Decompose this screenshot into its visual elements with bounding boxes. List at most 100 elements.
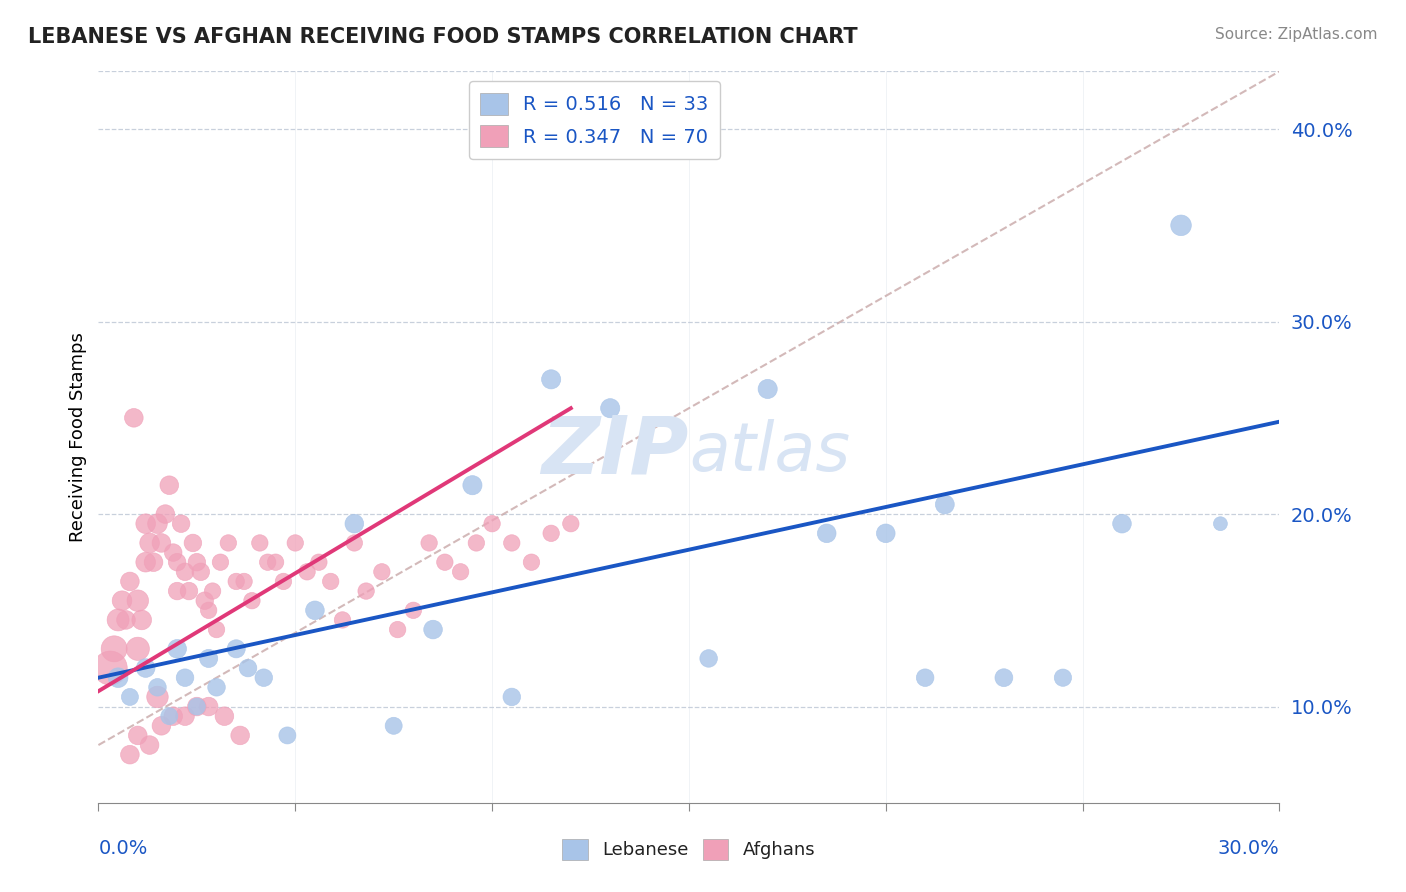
Point	[174, 709, 197, 723]
Point	[150, 536, 173, 550]
Point	[371, 565, 394, 579]
Point	[186, 555, 208, 569]
Point	[107, 671, 129, 685]
Point	[115, 613, 138, 627]
Point	[118, 690, 141, 704]
Point	[103, 641, 125, 656]
Point	[138, 738, 160, 752]
Point	[98, 661, 121, 675]
Point	[118, 574, 141, 589]
Point	[875, 526, 897, 541]
Point	[229, 728, 252, 742]
Point	[127, 728, 149, 742]
Point	[214, 709, 236, 723]
Point	[122, 410, 145, 425]
Point	[273, 574, 295, 589]
Point	[1052, 671, 1074, 685]
Point	[304, 603, 326, 617]
Point	[387, 623, 409, 637]
Point	[146, 690, 169, 704]
Point	[166, 584, 188, 599]
Point	[284, 536, 307, 550]
Point	[170, 516, 193, 531]
Text: 30.0%: 30.0%	[1218, 839, 1279, 858]
Legend: Lebanese, Afghans: Lebanese, Afghans	[555, 831, 823, 867]
Point	[1209, 516, 1232, 531]
Point	[264, 555, 287, 569]
Point	[157, 478, 180, 492]
Point	[201, 584, 224, 599]
Point	[177, 584, 200, 599]
Point	[174, 565, 197, 579]
Point	[815, 526, 838, 541]
Point	[934, 498, 956, 512]
Point	[560, 516, 582, 531]
Point	[107, 613, 129, 627]
Point	[225, 641, 247, 656]
Text: LEBANESE VS AFGHAN RECEIVING FOOD STAMPS CORRELATION CHART: LEBANESE VS AFGHAN RECEIVING FOOD STAMPS…	[28, 27, 858, 46]
Point	[697, 651, 720, 665]
Point	[233, 574, 256, 589]
Point	[111, 593, 134, 607]
Point	[402, 603, 425, 617]
Point	[146, 681, 169, 695]
Text: 0.0%: 0.0%	[98, 839, 148, 858]
Point	[162, 545, 184, 559]
Point	[197, 603, 219, 617]
Point	[343, 516, 366, 531]
Text: ZIP: ZIP	[541, 413, 689, 491]
Point	[501, 536, 523, 550]
Point	[236, 661, 259, 675]
Point	[540, 372, 562, 386]
Point	[181, 536, 204, 550]
Text: Source: ZipAtlas.com: Source: ZipAtlas.com	[1215, 27, 1378, 42]
Point	[190, 565, 212, 579]
Point	[540, 526, 562, 541]
Point	[501, 690, 523, 704]
Point	[914, 671, 936, 685]
Point	[240, 593, 263, 607]
Point	[993, 671, 1015, 685]
Y-axis label: Receiving Food Stamps: Receiving Food Stamps	[69, 332, 87, 542]
Point	[186, 699, 208, 714]
Point	[319, 574, 342, 589]
Point	[166, 555, 188, 569]
Point	[205, 623, 228, 637]
Point	[599, 401, 621, 416]
Point	[127, 641, 149, 656]
Point	[157, 709, 180, 723]
Point	[166, 641, 188, 656]
Point	[253, 671, 276, 685]
Text: atlas: atlas	[689, 418, 851, 484]
Point	[756, 382, 779, 396]
Point	[422, 623, 444, 637]
Point	[138, 536, 160, 550]
Point	[276, 728, 298, 742]
Point	[135, 661, 157, 675]
Point	[382, 719, 405, 733]
Point	[249, 536, 271, 550]
Point	[135, 516, 157, 531]
Point	[461, 478, 484, 492]
Point	[135, 555, 157, 569]
Point	[343, 536, 366, 550]
Point	[162, 709, 184, 723]
Point	[205, 681, 228, 695]
Point	[465, 536, 488, 550]
Point	[481, 516, 503, 531]
Point	[150, 719, 173, 733]
Point	[118, 747, 141, 762]
Point	[433, 555, 456, 569]
Point	[197, 699, 219, 714]
Point	[418, 536, 440, 550]
Point	[197, 651, 219, 665]
Point	[142, 555, 165, 569]
Point	[174, 671, 197, 685]
Point	[332, 613, 354, 627]
Point	[1111, 516, 1133, 531]
Point	[209, 555, 232, 569]
Point	[194, 593, 217, 607]
Point	[256, 555, 278, 569]
Point	[450, 565, 472, 579]
Point	[225, 574, 247, 589]
